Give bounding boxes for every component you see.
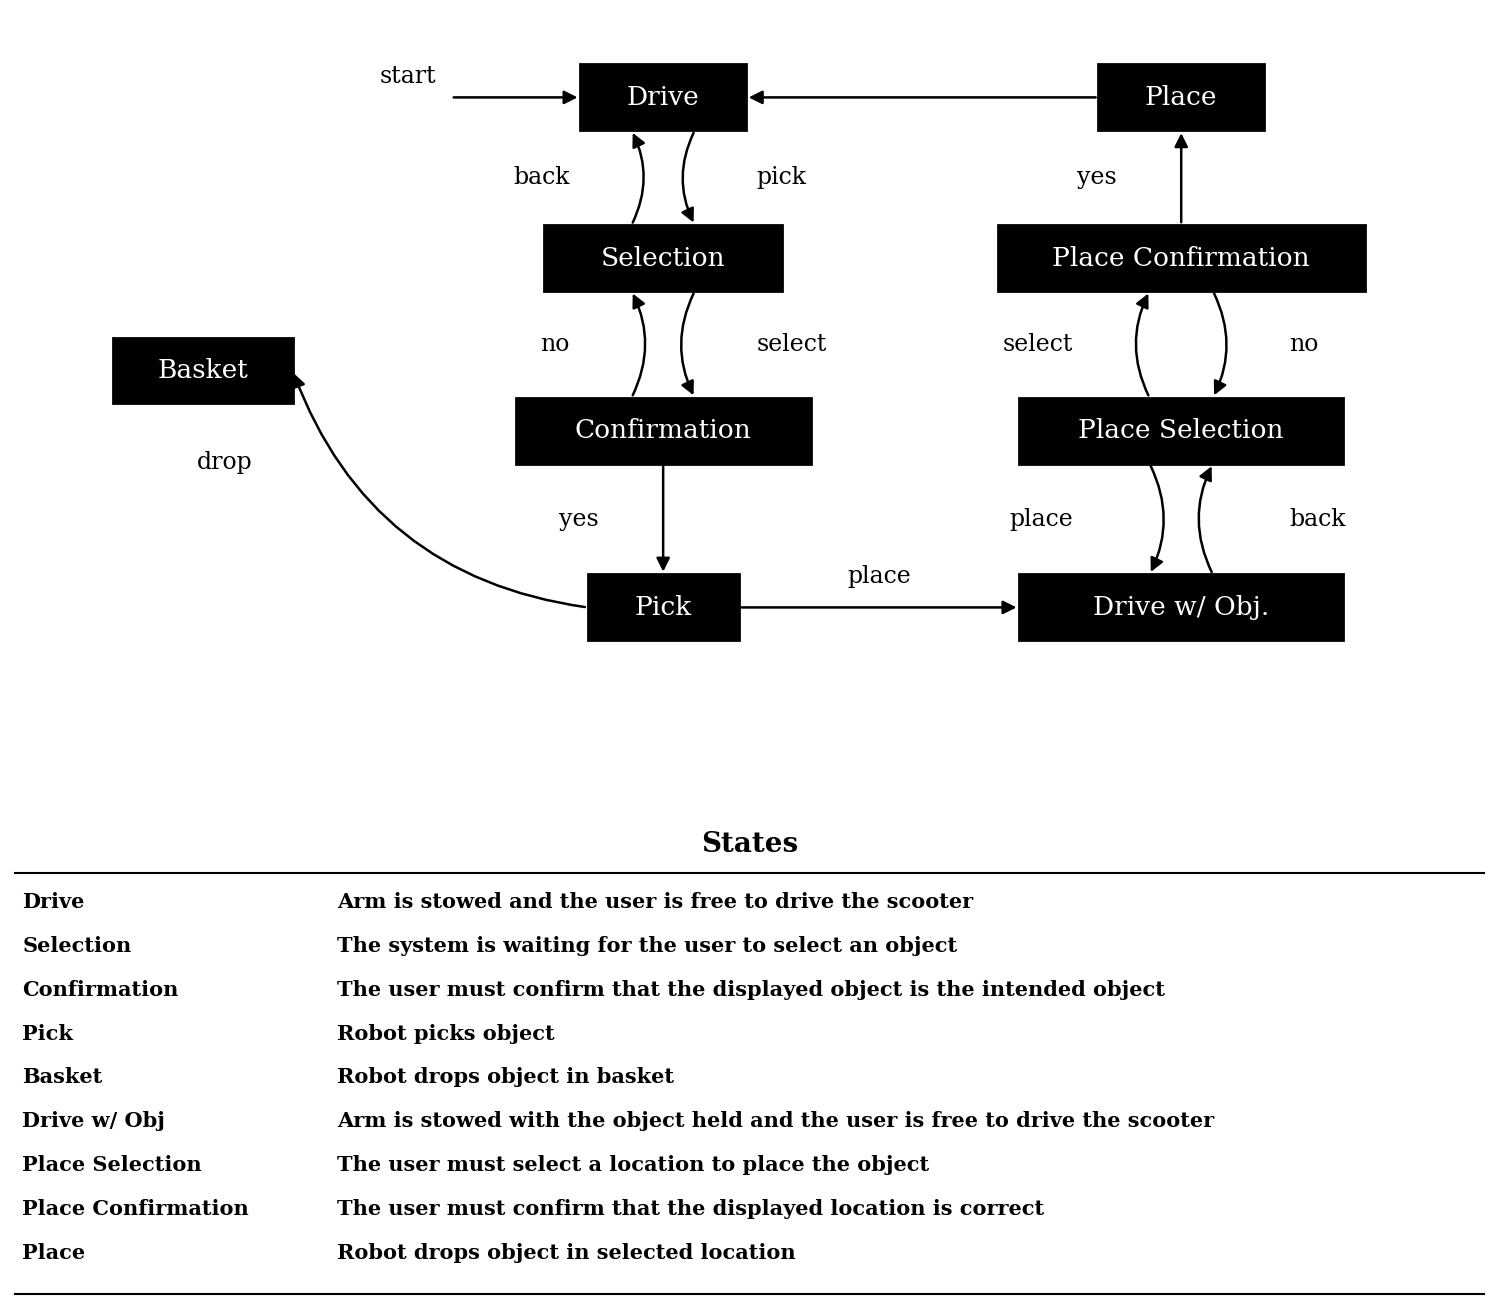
Text: Drive: Drive: [627, 85, 700, 110]
Text: select: select: [1003, 333, 1073, 355]
Text: Place Confirmation: Place Confirmation: [22, 1199, 249, 1218]
Text: Pick: Pick: [22, 1024, 73, 1043]
Text: place: place: [1009, 508, 1073, 530]
Text: The user must confirm that the displayed object is the intended object: The user must confirm that the displayed…: [337, 980, 1165, 1000]
Text: Selection: Selection: [22, 936, 132, 956]
Text: Arm is stowed and the user is free to drive the scooter: Arm is stowed and the user is free to dr…: [337, 892, 973, 912]
FancyBboxPatch shape: [544, 225, 782, 291]
FancyBboxPatch shape: [580, 64, 747, 131]
Text: no: no: [1289, 333, 1319, 355]
Text: drop: drop: [198, 452, 253, 474]
Text: pick: pick: [757, 166, 806, 189]
Text: Place: Place: [22, 1242, 85, 1263]
Text: place: place: [847, 565, 911, 589]
Text: Robot drops object in basket: Robot drops object in basket: [337, 1067, 675, 1088]
FancyBboxPatch shape: [1019, 398, 1343, 464]
Text: Drive w/ Obj.: Drive w/ Obj.: [1093, 596, 1270, 620]
FancyBboxPatch shape: [112, 337, 292, 404]
Text: back: back: [513, 166, 570, 189]
Text: Drive w/ Obj: Drive w/ Obj: [22, 1111, 165, 1131]
Text: Confirmation: Confirmation: [574, 418, 751, 443]
Text: yes: yes: [1076, 166, 1117, 189]
FancyBboxPatch shape: [998, 225, 1364, 291]
Text: start: start: [379, 65, 436, 88]
FancyBboxPatch shape: [588, 575, 739, 640]
Text: Place: Place: [1145, 85, 1217, 110]
Text: select: select: [757, 333, 827, 355]
Text: Confirmation: Confirmation: [22, 980, 178, 1000]
Text: The user must confirm that the displayed location is correct: The user must confirm that the displayed…: [337, 1199, 1045, 1218]
Text: States: States: [702, 831, 797, 858]
FancyBboxPatch shape: [516, 398, 811, 464]
Text: yes: yes: [559, 508, 598, 530]
Text: Basket: Basket: [157, 358, 247, 383]
FancyBboxPatch shape: [1019, 575, 1343, 640]
Text: back: back: [1289, 508, 1346, 530]
Text: The user must select a location to place the object: The user must select a location to place…: [337, 1155, 929, 1175]
FancyBboxPatch shape: [1099, 64, 1264, 131]
Text: Place Selection: Place Selection: [1078, 418, 1285, 443]
Text: Arm is stowed with the object held and the user is free to drive the scooter: Arm is stowed with the object held and t…: [337, 1111, 1214, 1131]
Text: no: no: [540, 333, 570, 355]
Text: Drive: Drive: [22, 892, 85, 912]
Text: Place Confirmation: Place Confirmation: [1052, 246, 1310, 270]
Text: Basket: Basket: [22, 1067, 103, 1088]
Text: Pick: Pick: [634, 596, 691, 620]
Text: The system is waiting for the user to select an object: The system is waiting for the user to se…: [337, 936, 958, 956]
Text: Robot picks object: Robot picks object: [337, 1024, 555, 1043]
Text: Place Selection: Place Selection: [22, 1155, 202, 1175]
Text: Selection: Selection: [601, 246, 726, 270]
Text: Robot drops object in selected location: Robot drops object in selected location: [337, 1242, 796, 1263]
